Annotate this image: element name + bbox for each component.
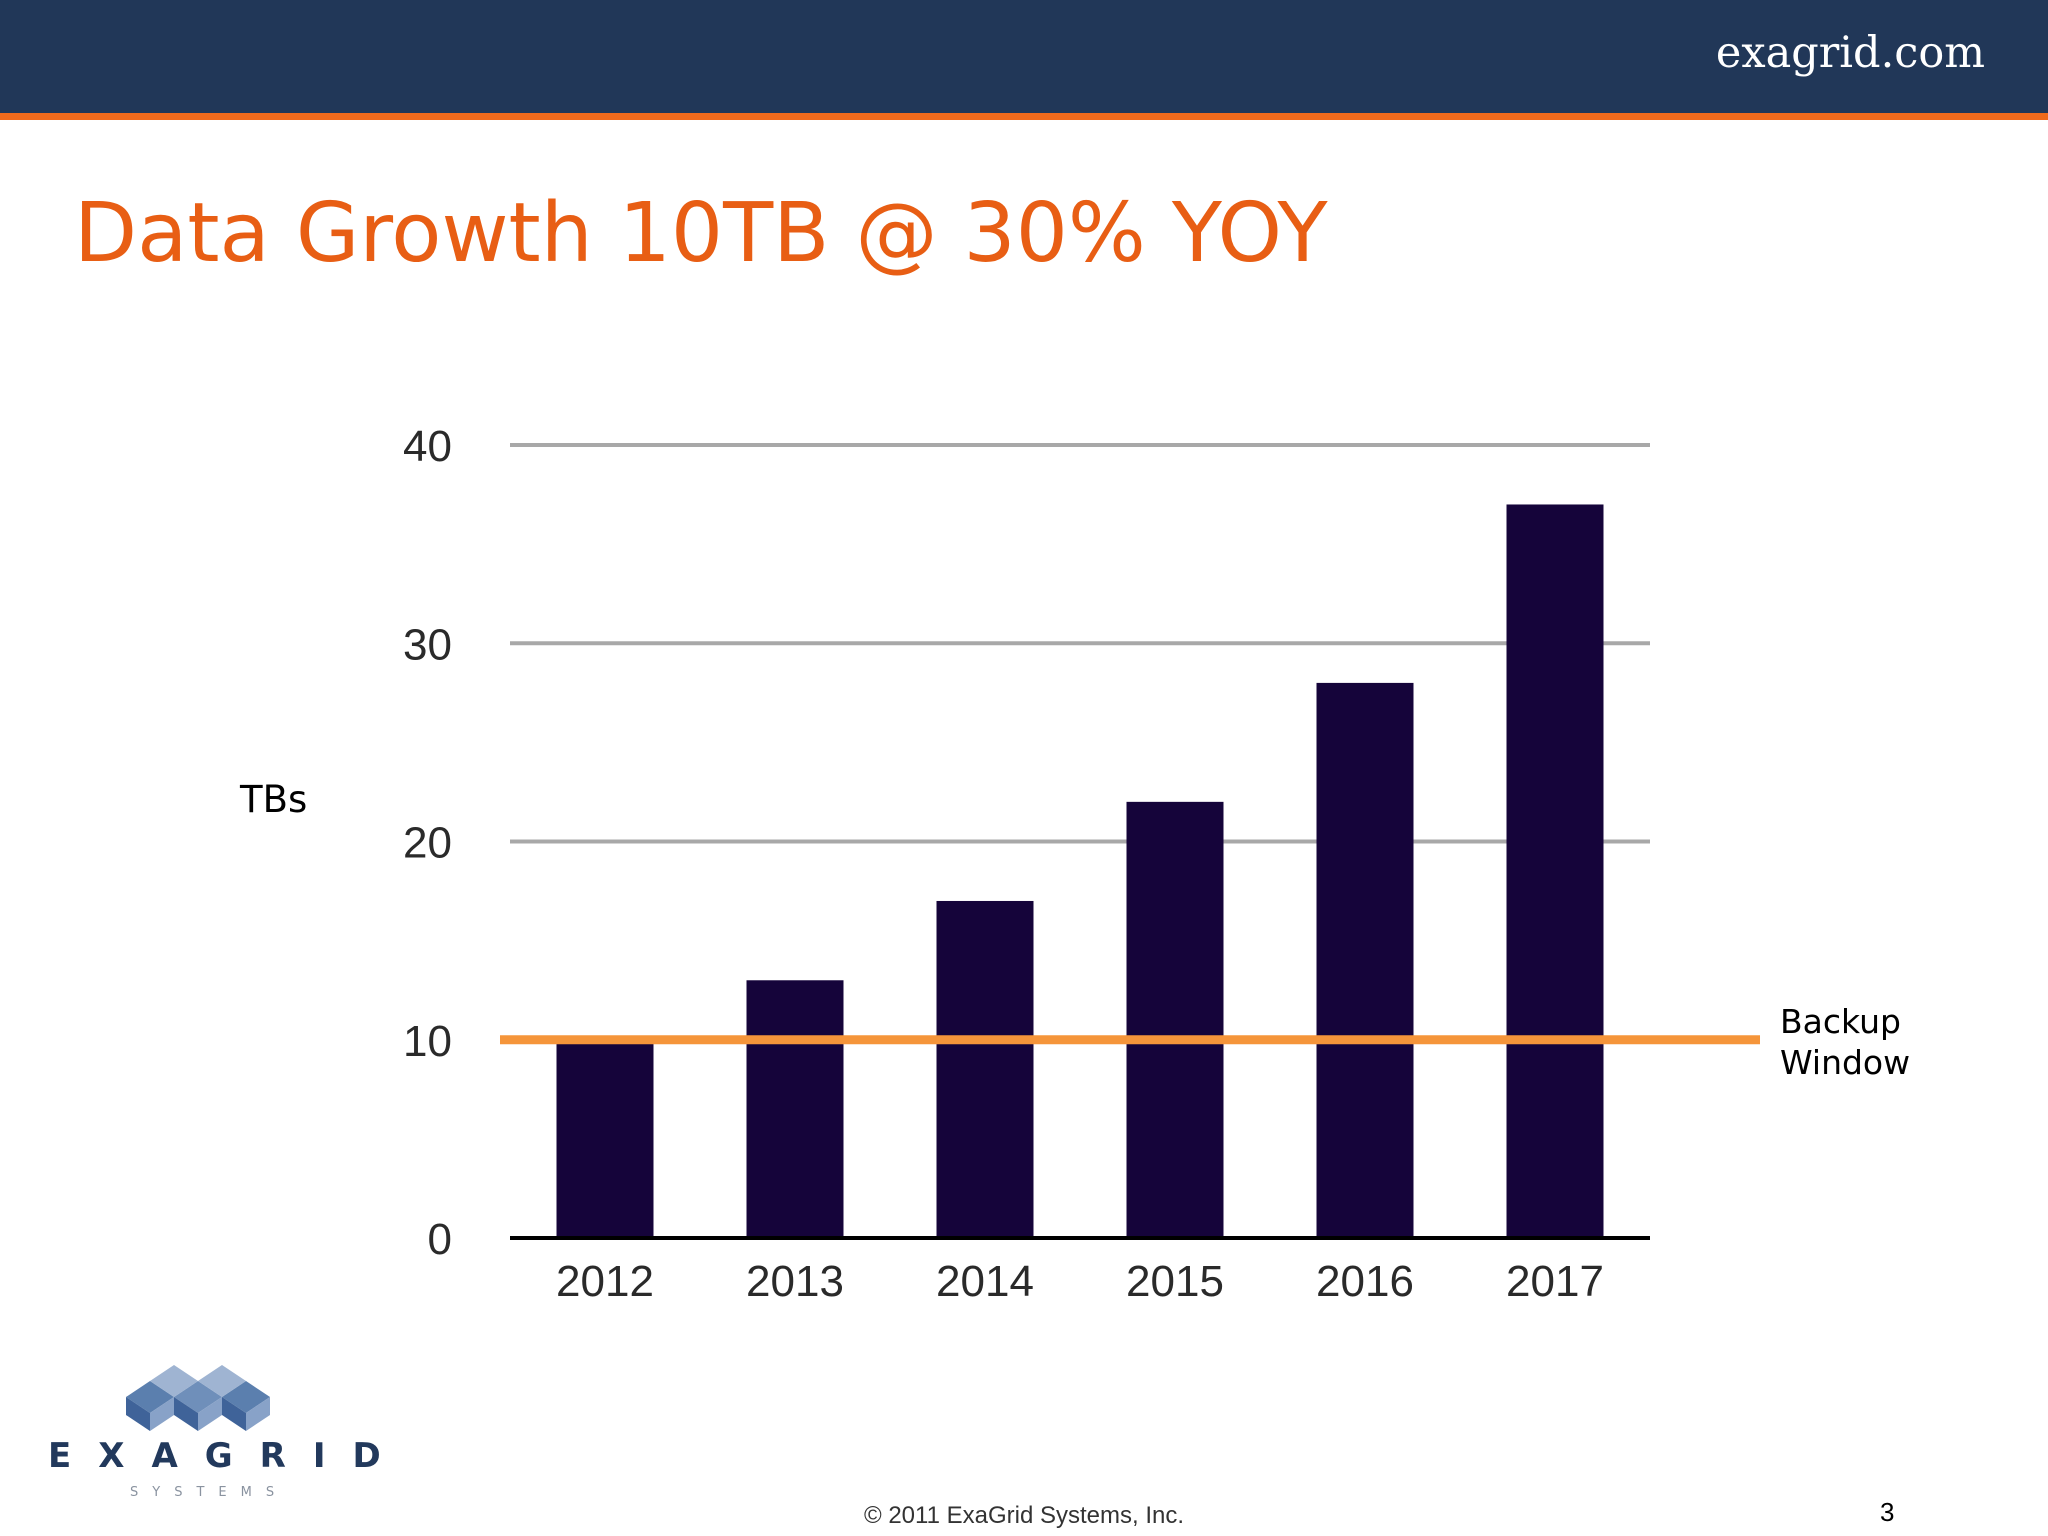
y-tick-label: 30	[403, 620, 452, 669]
x-tick-label: 2017	[1506, 1257, 1604, 1306]
x-tick-label: 2013	[746, 1257, 844, 1306]
x-tick-label: 2015	[1126, 1257, 1224, 1306]
bar-2012	[556, 1039, 654, 1238]
bar-2016	[1316, 682, 1414, 1238]
logo-wordmark: EXAGRID	[48, 1436, 408, 1476]
slide-title: Data Growth 10TB @ 30% YOY	[74, 186, 1328, 281]
x-tick-label: 2014	[936, 1257, 1034, 1306]
site-url: exagrid.com	[1715, 28, 1985, 78]
backup-window-label-line2: Window	[1780, 1043, 1911, 1082]
bar-2015	[1126, 801, 1224, 1238]
y-tick-label: 20	[403, 819, 452, 868]
backup-window-label-line1: Backup	[1780, 1002, 1901, 1041]
x-tick-label: 2016	[1316, 1257, 1414, 1306]
y-tick-label: 0	[428, 1215, 452, 1264]
logo-subtitle: SYSTEMS	[130, 1485, 289, 1500]
header-bar	[0, 0, 2048, 113]
x-tick-label: 2012	[556, 1257, 654, 1306]
bar-2017	[1506, 504, 1604, 1239]
header-accent-stripe	[0, 113, 2048, 120]
y-tick-label: 10	[403, 1017, 452, 1066]
bar-2014	[936, 900, 1034, 1238]
y-tick-label: 40	[403, 422, 452, 471]
copyright-notice: © 2011 ExaGrid Systems, Inc.	[863, 1502, 1185, 1529]
y-axis-label: TBs	[240, 778, 308, 821]
backup-window-label: Backup Window	[1780, 1001, 1910, 1083]
exagrid-logo	[126, 1365, 270, 1431]
bar-2013	[746, 980, 844, 1238]
page-number: 3	[1880, 1497, 1895, 1527]
